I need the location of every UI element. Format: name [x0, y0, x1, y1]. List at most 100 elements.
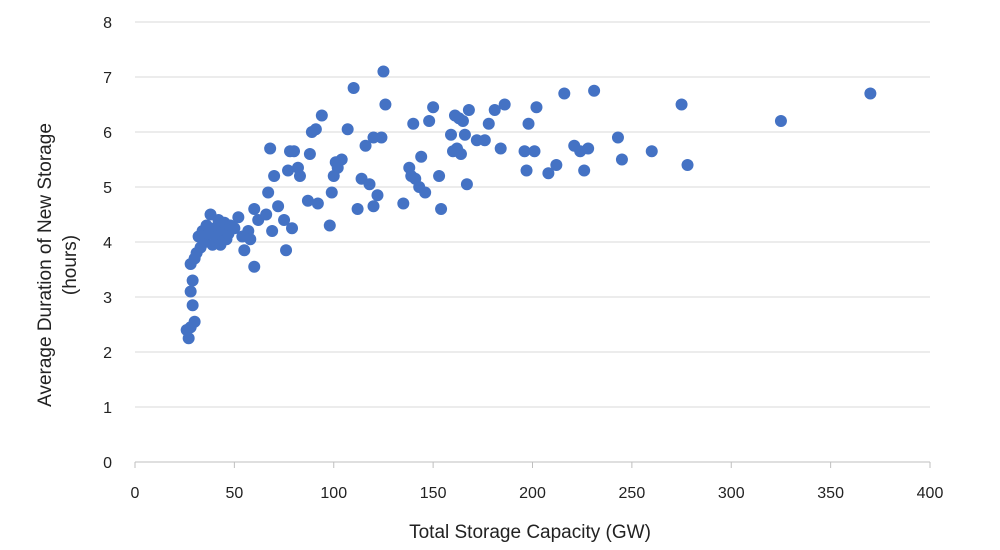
x-tick-label: 150	[420, 485, 447, 502]
data-point	[681, 159, 694, 171]
data-point	[347, 82, 360, 94]
data-point	[238, 244, 251, 257]
data-point	[427, 101, 440, 114]
data-point	[184, 285, 197, 298]
y-tick-label: 3	[103, 290, 112, 307]
data-point	[478, 134, 491, 147]
data-point	[309, 123, 322, 136]
data-point	[482, 117, 495, 130]
data-point	[363, 178, 376, 191]
data-point	[458, 128, 471, 141]
x-tick-label: 250	[619, 485, 646, 502]
data-point	[397, 197, 410, 210]
data-point	[578, 164, 591, 177]
data-point	[445, 128, 458, 141]
data-point	[520, 164, 533, 177]
data-point	[379, 98, 392, 111]
y-tick-label: 7	[103, 70, 112, 87]
data-point	[335, 153, 348, 166]
data-point	[423, 115, 436, 127]
y-tick-label: 5	[103, 180, 112, 197]
x-tick-label: 100	[320, 485, 347, 502]
data-point	[530, 101, 543, 114]
data-point	[282, 164, 295, 177]
data-point	[323, 219, 336, 232]
y-tick-label: 1	[103, 400, 112, 417]
data-point	[615, 153, 628, 166]
data-point	[456, 115, 469, 127]
data-point	[675, 98, 688, 111]
data-point	[371, 189, 384, 202]
data-point	[248, 203, 261, 215]
data-point	[419, 186, 432, 199]
data-point	[264, 142, 277, 155]
data-point	[248, 260, 261, 273]
x-axis-title: Total Storage Capacity (GW)	[409, 522, 651, 543]
data-point	[415, 150, 428, 163]
data-point	[232, 211, 245, 224]
data-point	[186, 274, 199, 287]
data-point	[228, 222, 241, 235]
data-point	[315, 109, 328, 122]
data-point	[262, 186, 275, 199]
y-tick-label: 0	[103, 455, 112, 472]
data-point	[433, 170, 446, 182]
x-tick-label: 350	[817, 485, 844, 502]
y-tick-label: 2	[103, 345, 112, 362]
data-point	[260, 208, 273, 221]
data-point	[407, 117, 420, 130]
data-point	[186, 299, 199, 312]
data-point	[454, 148, 467, 160]
y-axis-title-line-2: (hours)	[60, 235, 81, 295]
data-point	[377, 65, 390, 78]
data-point	[460, 178, 473, 191]
data-point	[266, 225, 279, 237]
data-point	[303, 148, 316, 160]
data-point	[864, 87, 877, 100]
data-point	[522, 117, 535, 130]
data-point	[518, 145, 531, 158]
y-tick-label: 6	[103, 125, 112, 142]
data-point	[375, 131, 388, 144]
x-tick-label: 200	[519, 485, 546, 502]
data-point	[462, 104, 475, 116]
data-point	[588, 84, 601, 97]
data-point	[774, 115, 787, 127]
data-point	[341, 123, 354, 136]
y-axis-title: Average Duration of New Storage (hours)	[35, 123, 81, 407]
x-tick-label: 300	[718, 485, 745, 502]
axes	[134, 461, 931, 468]
data-point	[488, 104, 501, 116]
data-point	[359, 139, 372, 152]
x-tick-label: 400	[917, 485, 944, 502]
data-point	[611, 131, 624, 144]
data-point	[582, 142, 595, 155]
x-tick-label: 0	[131, 485, 140, 502]
data-point	[272, 200, 285, 213]
data-point	[286, 222, 299, 235]
data-point	[645, 145, 658, 158]
x-tick-label: 50	[225, 485, 243, 502]
y-tick-label: 4	[103, 235, 112, 252]
data-point	[435, 203, 448, 215]
y-axis-title-line-1: Average Duration of New Storage	[35, 123, 56, 407]
data-point	[351, 203, 364, 215]
data-point	[301, 194, 314, 207]
data-point	[311, 197, 324, 210]
data-point	[494, 142, 507, 155]
data-point	[244, 233, 257, 246]
data-point	[558, 87, 571, 100]
data-point	[278, 214, 291, 226]
data-point	[182, 332, 195, 345]
data-points	[180, 65, 877, 345]
data-point	[293, 170, 306, 182]
y-tick-label: 8	[103, 15, 112, 32]
data-point	[268, 170, 281, 182]
data-point	[550, 159, 563, 171]
data-point	[325, 186, 338, 199]
data-point	[498, 98, 511, 111]
data-point	[542, 167, 555, 180]
data-point	[367, 200, 380, 213]
